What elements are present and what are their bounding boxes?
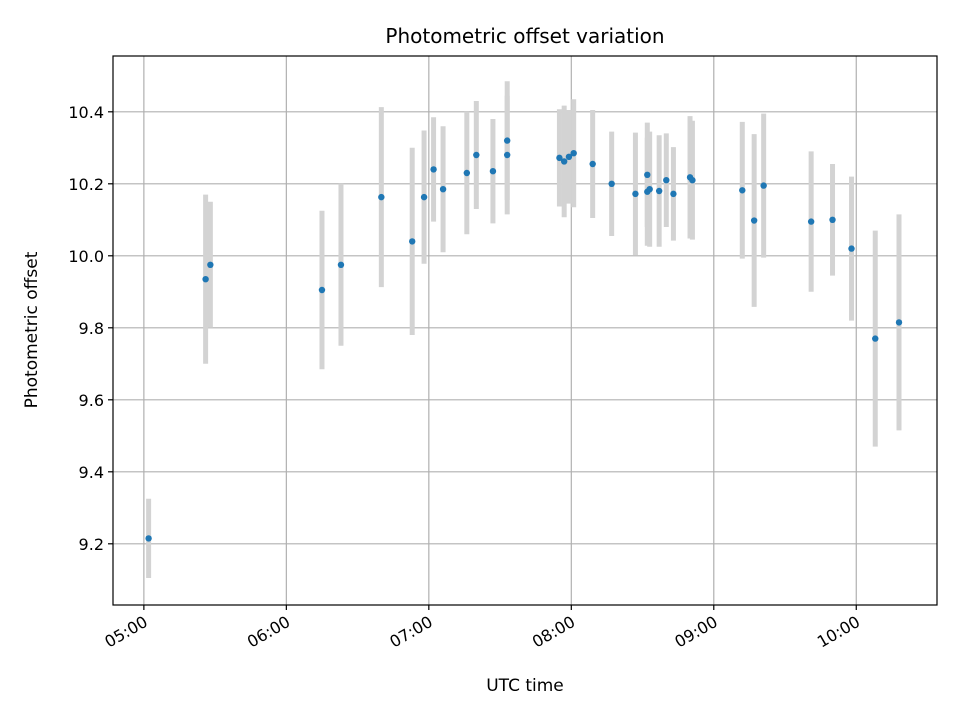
- y-tick-label: 9.6: [79, 391, 104, 410]
- x-tick-label: 06:00: [244, 612, 293, 652]
- y-tick-label: 9.8: [79, 319, 104, 338]
- data-point: [565, 153, 573, 160]
- data-point: [409, 238, 416, 245]
- data-point: [848, 245, 855, 252]
- data-point: [430, 166, 437, 173]
- data-point: [318, 286, 326, 294]
- x-axis-title: UTC time: [486, 676, 564, 696]
- data-point: [463, 169, 471, 177]
- y-tick-label: 9.4: [79, 463, 104, 482]
- grid-lines: [113, 56, 937, 605]
- data-point: [378, 193, 385, 201]
- data-point: [207, 261, 214, 268]
- data-point: [646, 186, 653, 193]
- data-point: [145, 535, 152, 542]
- chart-title: Photometric offset variation: [385, 24, 664, 48]
- data-point: [829, 216, 836, 223]
- data-point: [337, 261, 345, 268]
- data-point: [503, 137, 511, 144]
- data-point: [489, 168, 497, 175]
- data-point: [503, 151, 511, 159]
- y-axis-title: Photometric offset: [22, 251, 42, 408]
- data-point: [689, 177, 696, 184]
- y-tick-label: 10.2: [68, 175, 104, 194]
- x-tick-label: 09:00: [671, 612, 720, 652]
- y-axis: 9.2 9.4 9.6 9.8 10.0 10.2 10.4: [68, 103, 113, 554]
- x-tick-label: 07:00: [386, 612, 435, 652]
- data-point: [750, 217, 758, 224]
- data-point: [202, 276, 209, 283]
- y-tick-label: 10.4: [68, 103, 104, 122]
- y-tick-label: 10.0: [68, 247, 104, 266]
- data-points: [145, 137, 903, 542]
- data-point: [473, 151, 480, 159]
- data-point: [655, 187, 663, 195]
- error-bars: [146, 81, 902, 578]
- data-point: [556, 154, 563, 162]
- plot-frame: [112, 55, 938, 606]
- data-point: [560, 158, 568, 165]
- x-tick-label: 05:00: [101, 612, 150, 652]
- data-point: [760, 182, 767, 189]
- x-tick-label: 10:00: [814, 612, 863, 652]
- data-point: [589, 160, 596, 168]
- data-point: [739, 187, 746, 194]
- data-point: [570, 150, 577, 157]
- data-point: [663, 177, 670, 184]
- data-point: [895, 319, 903, 326]
- data-point: [807, 218, 815, 225]
- x-tick-label: 08:00: [529, 612, 578, 652]
- x-axis: 05:00 06:00 07:00 08:00 09:00 10:00: [101, 605, 863, 652]
- data-point: [670, 190, 677, 198]
- data-point: [439, 186, 447, 193]
- y-tick-label: 9.2: [79, 535, 104, 554]
- data-point: [632, 190, 639, 198]
- data-point: [872, 335, 879, 342]
- data-point: [608, 180, 615, 187]
- data-point: [420, 193, 428, 201]
- data-point: [644, 171, 651, 178]
